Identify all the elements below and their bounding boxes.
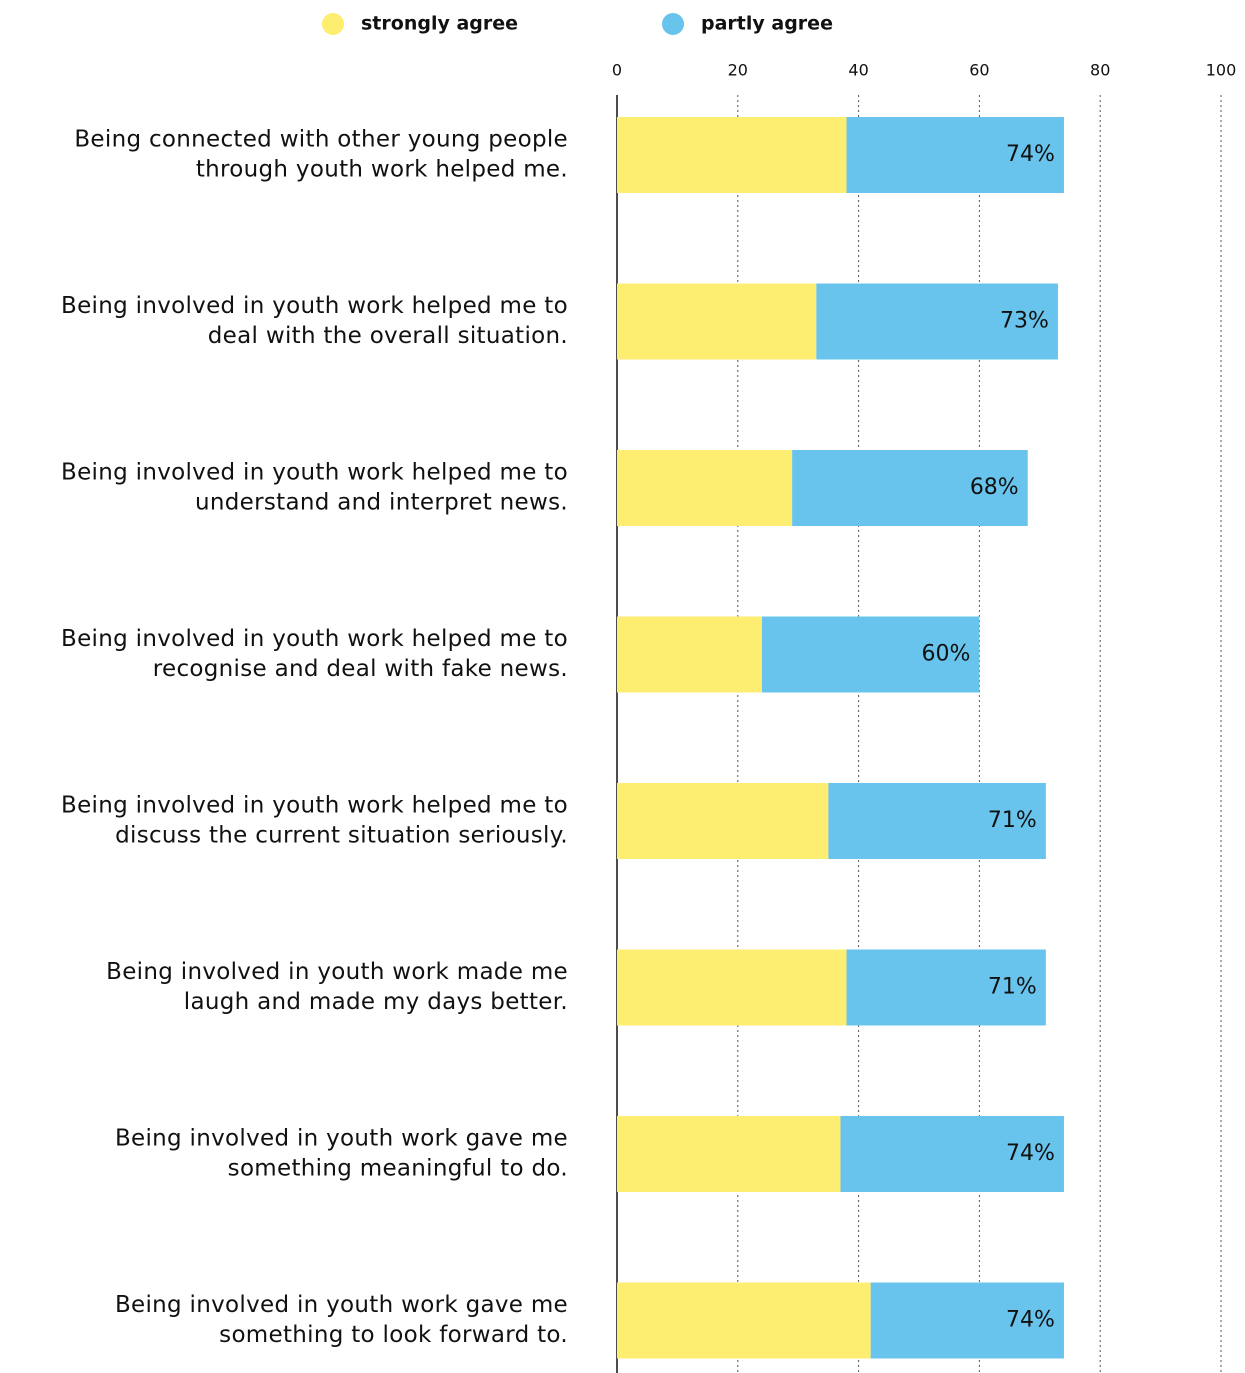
category-label: recognise and deal with fake news. (153, 656, 568, 682)
category-label: Being connected with other young people (74, 127, 568, 153)
value-label: 60% (921, 642, 970, 667)
category-label: Being involved in youth work gave me (115, 1292, 568, 1318)
category-label: something to look forward to. (219, 1322, 568, 1348)
legend-swatch (322, 13, 344, 35)
x-tick-label: 60 (969, 61, 989, 80)
value-label: 73% (1000, 309, 1049, 334)
value-label: 71% (988, 808, 1037, 833)
bar-segment (617, 450, 793, 526)
bar-segment (846, 117, 1064, 193)
category-label: through youth work helped me. (196, 157, 568, 183)
bar-segment (816, 283, 1058, 360)
bar-segment (617, 1116, 841, 1192)
bar-segment (617, 783, 829, 859)
x-tick-label: 80 (1090, 61, 1110, 80)
bar-segment (840, 1116, 1064, 1192)
bar-segment (828, 783, 1046, 859)
x-tick-label: 20 (728, 61, 748, 80)
value-label: 71% (988, 975, 1037, 1000)
bar-segment (617, 283, 817, 360)
category-label: understand and interpret news. (195, 490, 568, 516)
category-label: Being involved in youth work gave me (115, 1126, 568, 1152)
category-label: laugh and made my days better. (184, 989, 568, 1015)
category-label: deal with the overall situation. (208, 323, 568, 349)
x-tick-label: 0 (612, 61, 622, 80)
legend-label: strongly agree (361, 13, 518, 35)
category-label: Being involved in youth work helped me t… (61, 460, 568, 486)
category-label: Being involved in youth work made me (106, 959, 568, 985)
category-label: discuss the current situation seriously. (115, 823, 568, 849)
bar-segment (617, 1282, 871, 1359)
category-label: Being involved in youth work helped me t… (61, 626, 568, 652)
bar-segment (846, 949, 1046, 1026)
bar-segment (761, 616, 980, 693)
legend-label: partly agree (701, 13, 833, 35)
bar-segment (617, 117, 847, 193)
value-label: 74% (1006, 1141, 1055, 1166)
category-label: Being involved in youth work helped me t… (61, 793, 568, 819)
category-label: Being involved in youth work helped me t… (61, 293, 568, 319)
bar-segment (792, 450, 1028, 526)
category-label: something meaningful to do. (228, 1156, 568, 1182)
bar-segment (617, 949, 847, 1026)
x-tick-label: 100 (1206, 61, 1237, 80)
bar-segment (617, 616, 762, 693)
value-label: 74% (1006, 142, 1055, 167)
x-tick-label: 40 (848, 61, 868, 80)
bar-segment (870, 1282, 1064, 1359)
legend-swatch (662, 13, 684, 35)
value-label: 74% (1006, 1308, 1055, 1333)
value-label: 68% (970, 475, 1019, 500)
